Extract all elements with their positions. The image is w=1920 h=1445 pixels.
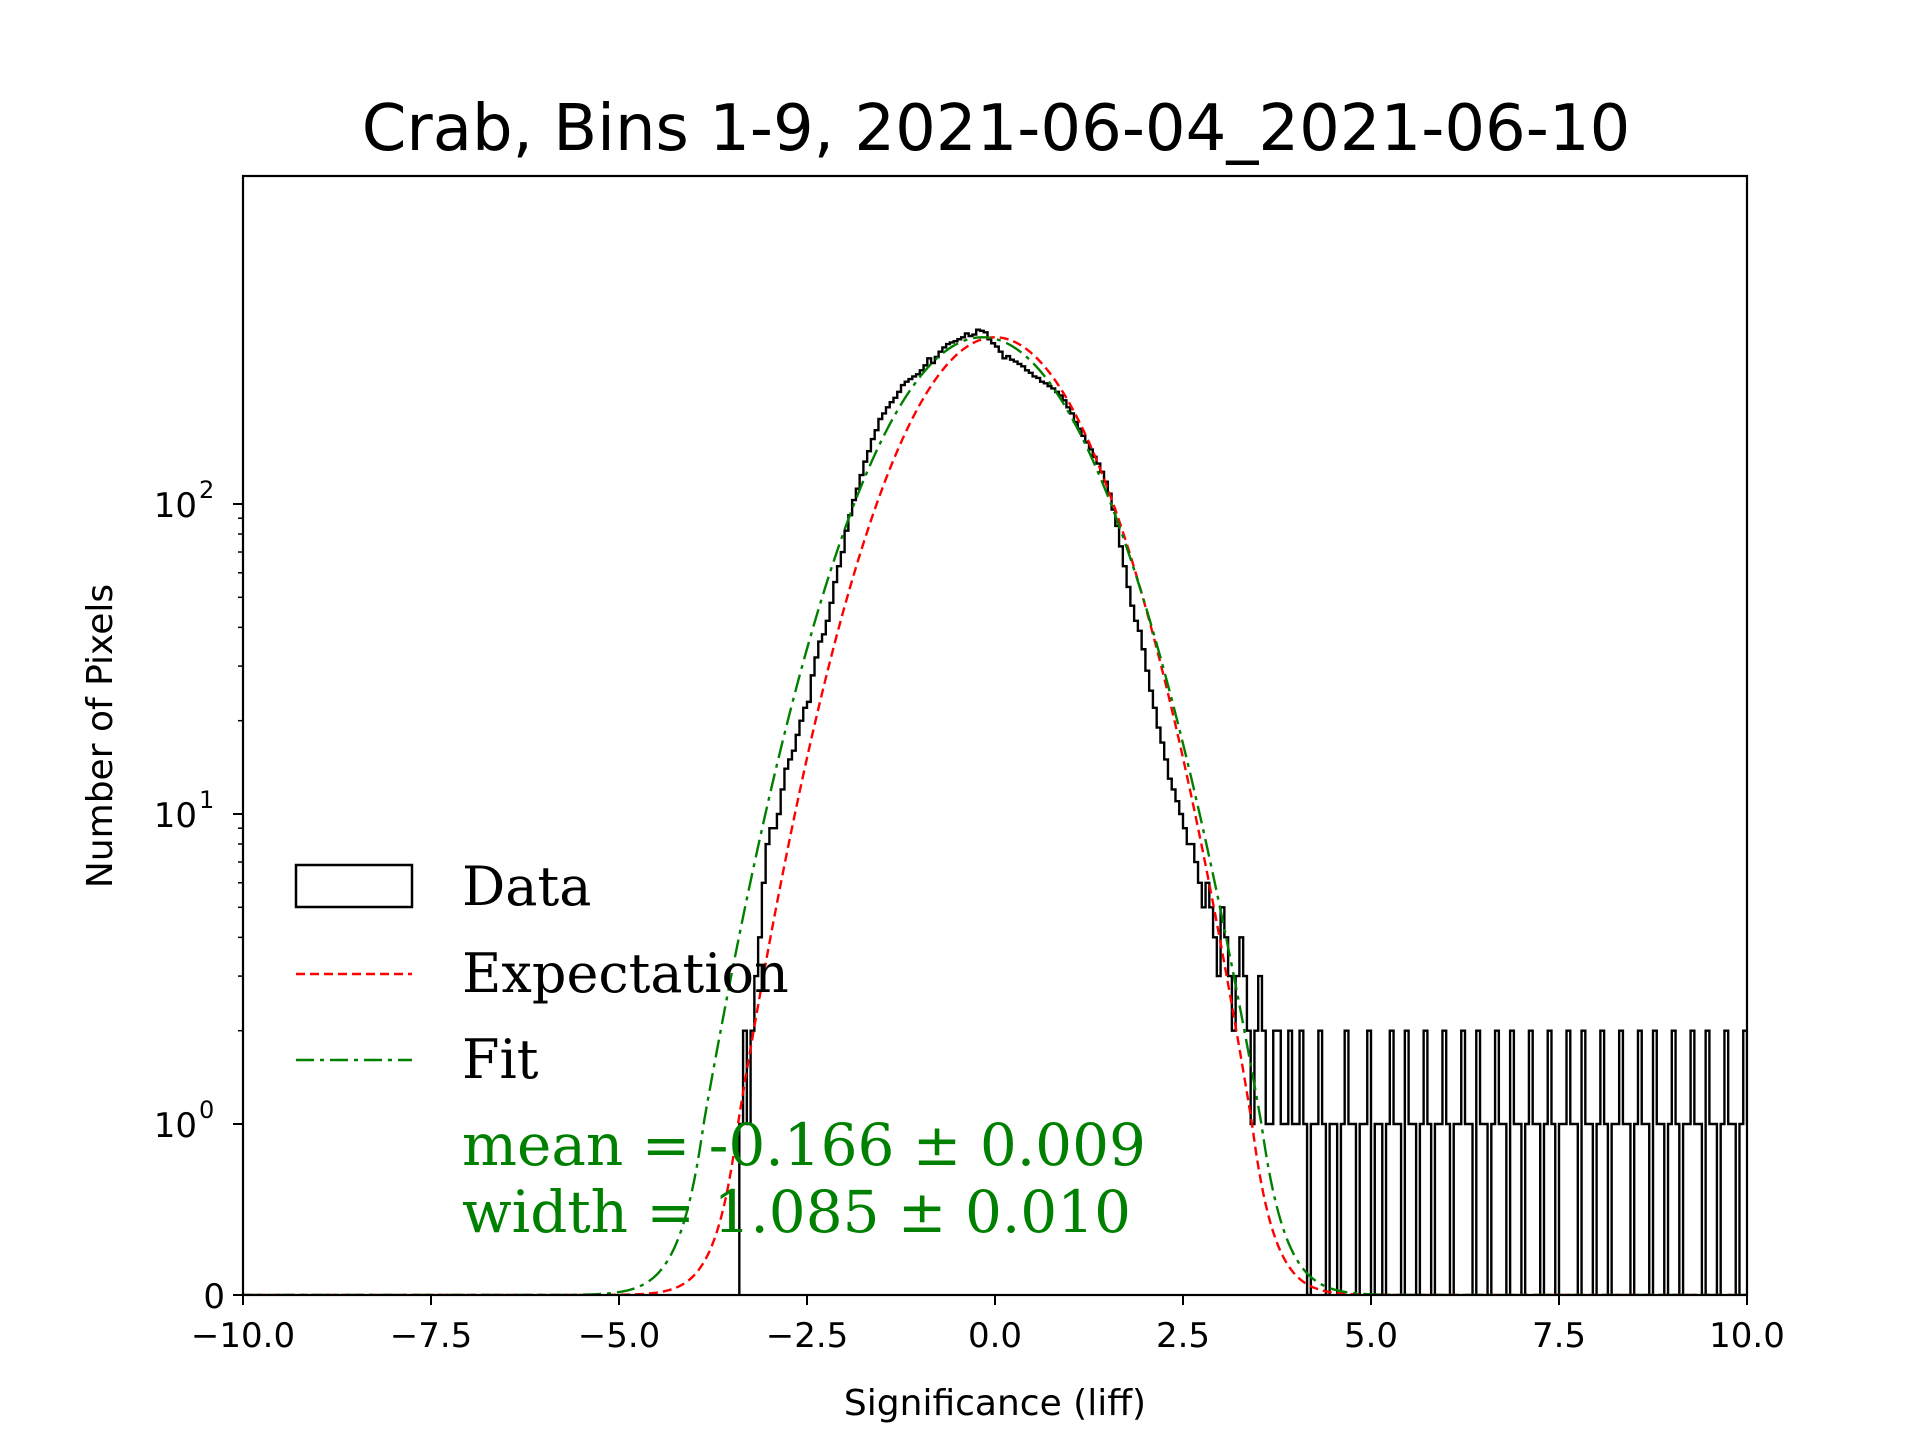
y-tick-label: 0 xyxy=(203,1277,225,1317)
y-tick-label: 10 xyxy=(154,796,197,836)
legend-expectation-label: Expectation xyxy=(462,942,789,1005)
x-tick-label: −5.0 xyxy=(578,1316,661,1356)
y-tick-exponent: 0 xyxy=(199,1096,214,1124)
x-axis-label: Significance (liff) xyxy=(844,1383,1146,1424)
x-tick-label: −7.5 xyxy=(390,1316,473,1356)
x-tick-label: 2.5 xyxy=(1156,1316,1210,1356)
legend-data-label: Data xyxy=(462,855,591,918)
y-tick-label: 10 xyxy=(154,1106,197,1146)
y-tick-exponent: 2 xyxy=(199,476,214,504)
x-tick-label: 7.5 xyxy=(1532,1316,1586,1356)
x-tick-label: −10.0 xyxy=(191,1316,295,1356)
y-tick-exponent: 1 xyxy=(199,786,214,814)
legend: Data Expectation Fit xyxy=(294,855,789,1091)
x-tick-label: 0.0 xyxy=(968,1316,1022,1356)
x-axis-ticks: −10.0 −7.5 −5.0 −2.5 0.0 2.5 5.0 7.5 10.0 xyxy=(191,1295,1785,1356)
x-tick-label: −2.5 xyxy=(766,1316,849,1356)
legend-fit-label: Fit xyxy=(462,1028,539,1091)
fit-mean-annotation: mean = -0.166 ± 0.009 xyxy=(462,1111,1146,1179)
x-tick-label: 10.0 xyxy=(1709,1316,1785,1356)
legend-data-swatch xyxy=(294,863,414,909)
y-axis-label: Number of Pixels xyxy=(80,584,121,888)
x-tick-label: 5.0 xyxy=(1344,1316,1398,1356)
y-tick-label: 10 xyxy=(154,486,197,526)
data-histogram xyxy=(738,328,1747,1295)
fit-width-annotation: width = 1.085 ± 0.010 xyxy=(462,1178,1131,1246)
chart-title: Crab, Bins 1-9, 2021-06-04_2021-06-10 xyxy=(362,92,1631,166)
plot-area xyxy=(243,328,1747,1295)
plot-series xyxy=(243,328,1747,1295)
